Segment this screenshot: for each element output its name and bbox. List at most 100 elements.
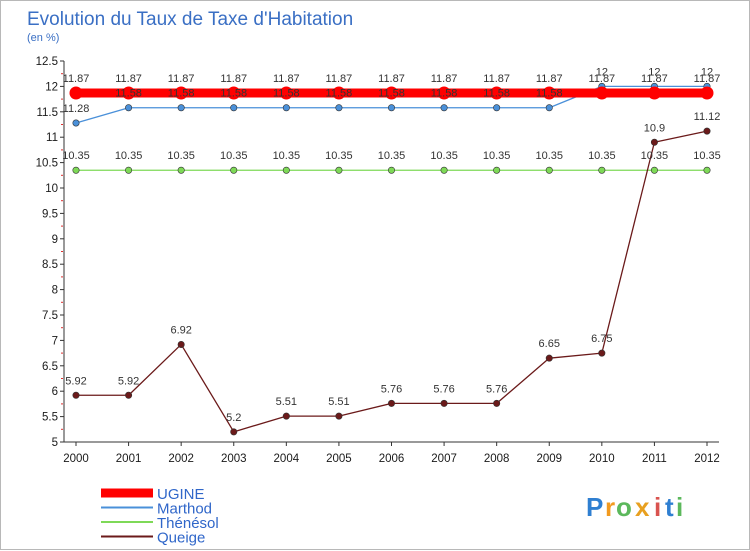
data-point-thénésol	[230, 166, 238, 174]
data-label: 11.58	[115, 88, 142, 100]
x-tick-label: 2008	[484, 453, 510, 465]
data-label: 5.92	[65, 375, 86, 387]
data-point-thénésol	[440, 166, 448, 174]
data-point-queige	[545, 354, 553, 362]
data-point-queige	[650, 138, 658, 146]
data-label: 11.87	[536, 73, 563, 85]
data-label: 10.35	[325, 150, 353, 162]
x-tick-label: 2001	[116, 453, 142, 465]
y-tick-label: 12	[45, 81, 58, 93]
data-label: 11.87	[431, 73, 458, 85]
data-label: 6.75	[591, 333, 612, 345]
data-label: 11.58	[168, 88, 195, 100]
data-label: 10.35	[115, 150, 143, 162]
data-point-thénésol	[703, 166, 711, 174]
data-label: 11.58	[220, 88, 247, 100]
y-tick-label: 9.5	[42, 208, 58, 220]
data-point-queige	[177, 340, 185, 348]
y-tick-label: 9	[52, 234, 58, 246]
y-tick-label: 7	[52, 335, 58, 347]
data-label: 11.87	[694, 73, 721, 85]
data-label: 10.35	[62, 150, 90, 162]
data-labels: 11.87 11.87 11.87 11.87 11.87 11.87 11.87 11.87…	[62, 66, 721, 423]
chart-title: Evolution du Taux de Taxe d'Habitation	[27, 9, 353, 30]
y-tick-label: 6	[52, 386, 58, 398]
data-point-queige	[125, 391, 133, 399]
y-tick-label: 6.5	[42, 361, 58, 373]
data-point-thénésol	[650, 166, 658, 174]
data-label: 11.87	[378, 73, 405, 85]
data-point-queige	[387, 399, 395, 407]
data-label: 10.35	[483, 150, 511, 162]
data-point-thénésol	[598, 166, 606, 174]
data-label: 10.35	[430, 150, 458, 162]
data-point-marthod	[440, 104, 448, 112]
data-label: 10.35	[167, 150, 195, 162]
data-label: 5.2	[226, 412, 241, 424]
data-point-ugine	[542, 86, 556, 100]
y-tick-label: 5.5	[42, 412, 58, 424]
y-tick-label: 10.5	[36, 158, 58, 170]
legend-label: Thénésol	[157, 515, 219, 532]
logo-letter: i	[654, 492, 661, 522]
data-point-marthod	[177, 104, 185, 112]
data-point-thénésol	[493, 166, 501, 174]
data-label: 11.87	[63, 73, 90, 85]
y-tick-label: 11	[46, 132, 58, 144]
data-point-thénésol	[177, 166, 185, 174]
data-point-ugine	[437, 86, 451, 100]
data-point-ugine	[69, 86, 83, 100]
data-point-marthod	[545, 104, 553, 112]
data-label: 11.58	[326, 88, 353, 100]
x-tick-label: 2003	[221, 453, 247, 465]
logo-letter: P	[586, 492, 603, 522]
data-label: 11.58	[483, 88, 510, 100]
data-point-queige	[335, 412, 343, 420]
data-label: 10.35	[273, 150, 301, 162]
data-label: 11.87	[326, 73, 353, 85]
data-label: 5.76	[381, 383, 402, 395]
data-label: 10.35	[220, 150, 248, 162]
x-tick-label: 2012	[694, 453, 720, 465]
legend-label: Marthod	[157, 501, 212, 518]
y-ticks: 5 5.5 6 6.5 7 7.5 8 8.5 9 9.5 10 10.5 11 11.5 12 12.5	[36, 56, 64, 449]
data-label: 10.35	[641, 150, 669, 162]
data-point-thénésol	[387, 166, 395, 174]
data-point-thénésol	[282, 166, 290, 174]
x-tick-label: 2011	[642, 453, 667, 465]
data-point-marthod	[72, 119, 80, 127]
x-tick-label: 2002	[168, 453, 194, 465]
data-label: 12	[648, 66, 660, 78]
data-label: 11.87	[115, 73, 142, 85]
data-label: 11.87	[641, 73, 668, 85]
data-label: 11.87	[220, 73, 247, 85]
data-label: 5.76	[433, 383, 454, 395]
data-label: 11.58	[378, 88, 405, 100]
logo-letter: x	[635, 492, 650, 522]
data-point-thénésol	[335, 166, 343, 174]
data-point-queige	[493, 399, 501, 407]
data-point-ugine	[122, 86, 136, 100]
x-tick-label: 2005	[326, 453, 352, 465]
data-label: 11.58	[273, 88, 300, 100]
logo-letter: o	[616, 492, 632, 522]
data-label: 6.92	[170, 324, 191, 336]
data-point-queige	[282, 412, 290, 420]
data-label: 12	[596, 66, 608, 78]
x-tick-label: 2004	[274, 453, 300, 465]
data-point-queige	[598, 349, 606, 357]
logo-letter: i	[676, 492, 683, 522]
data-label: 11.87	[588, 73, 615, 85]
data-label: 11.28	[63, 103, 90, 115]
data-point-ugine	[279, 86, 293, 100]
data-point-marthod	[387, 104, 395, 112]
data-point-marthod	[335, 104, 343, 112]
data-point-queige	[703, 127, 711, 135]
y-tick-label: 8	[52, 285, 58, 297]
data-label: 11.87	[168, 73, 195, 85]
data-label: 5.51	[276, 396, 297, 408]
x-tick-label: 2010	[589, 453, 615, 465]
x-ticks: 2000 2001 2002 2003 2004 2005 2006 2007 2008 2009…	[63, 442, 720, 465]
